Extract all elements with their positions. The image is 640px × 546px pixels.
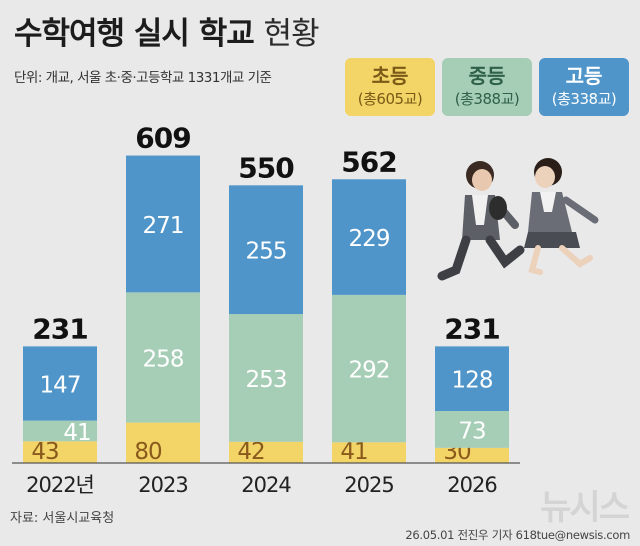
bar-segment-elementary — [435, 447, 509, 463]
bar-segment-elementary — [23, 441, 97, 463]
bar-segment-middle — [229, 314, 303, 442]
segment-value-label: 42 — [237, 439, 264, 465]
bar-segment-elementary — [229, 441, 303, 463]
unit-note: 단위: 개교, 서울 초·중·고등학교 1331개교 기준 — [14, 70, 272, 86]
segment-value-label: 271 — [143, 213, 184, 239]
segment-value-label: 80 — [134, 439, 162, 465]
x-tick-label: 2023 — [138, 473, 187, 497]
bar-segment-elementary — [332, 442, 406, 463]
bar-segment-high — [126, 155, 200, 293]
x-tick-label: 2024 — [241, 473, 291, 497]
bar-total-label: 562 — [341, 145, 396, 178]
x-tick-label: 2025 — [344, 473, 393, 497]
legend-high: 고등 (총338교) — [539, 58, 629, 116]
bar-segment-high — [23, 346, 97, 421]
x-tick-label: 2022년 — [26, 473, 94, 497]
legend-name: 중등 — [468, 64, 506, 88]
segment-value-label: 147 — [40, 372, 81, 398]
legend-name: 초등 — [371, 64, 409, 88]
title-light: 현황 — [263, 16, 320, 52]
legend-elementary: 초등 (총605교) — [345, 58, 435, 116]
bar-segment-high — [435, 346, 509, 412]
segment-value-label: 258 — [143, 346, 184, 372]
bar-total-label: 231 — [444, 312, 499, 345]
segment-value-label: 41 — [63, 420, 90, 446]
segment-value-label: 43 — [31, 439, 58, 465]
bar-total-label: 231 — [32, 312, 87, 345]
bar-segment-high — [229, 185, 303, 315]
legend-total: (총338교) — [551, 90, 617, 108]
segment-value-label: 253 — [246, 367, 287, 393]
segment-value-label: 41 — [340, 439, 367, 465]
page-title: 수학여행 실시 학교 현황 — [14, 8, 320, 53]
bar-segment-high — [332, 179, 406, 295]
newsis-logo: 뉴시스 — [540, 488, 630, 528]
legend-total: (총605교) — [357, 90, 423, 108]
legend-total: (총388교) — [454, 90, 520, 108]
bar-segment-middle — [435, 411, 509, 448]
bar-segment-middle — [332, 294, 406, 443]
x-tick-label: 2026 — [447, 473, 497, 497]
students-illustration-icon — [437, 158, 599, 281]
bar-total-label: 609 — [135, 122, 190, 155]
bar-segment-elementary — [126, 422, 200, 463]
bar-total-label: 550 — [238, 151, 294, 184]
legend-middle: 중등 (총388교) — [442, 58, 532, 116]
bar-segment-middle — [23, 420, 97, 442]
segment-value-label: 73 — [458, 418, 485, 444]
legend-name: 고등 — [565, 64, 603, 88]
source-note: 자료: 서울시교육청 — [10, 511, 115, 526]
segment-value-label: 292 — [349, 358, 390, 384]
segment-value-label: 229 — [349, 226, 390, 252]
credit-line: 26.05.01 전진우 기자 618tue@newsis.com — [405, 528, 630, 542]
title-bold: 수학여행 실시 학교 — [14, 16, 255, 52]
bar-segment-middle — [126, 292, 200, 423]
segment-value-label: 255 — [246, 239, 287, 265]
segment-value-label: 128 — [452, 368, 493, 394]
